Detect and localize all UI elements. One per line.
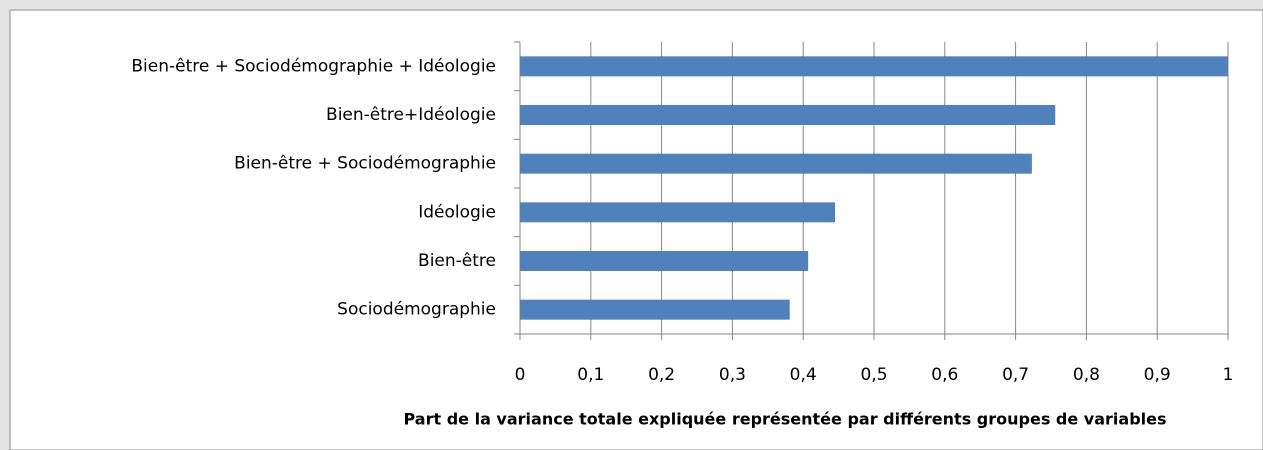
y-tick-label: Bien-être+Idéologie <box>326 105 496 125</box>
x-axis-title: Part de la variance totale expliquée rep… <box>404 410 1167 429</box>
x-tick-label: 1 <box>1223 365 1234 385</box>
x-tick-label: 0 <box>515 365 526 385</box>
x-tick-label: 0,7 <box>1002 365 1029 385</box>
bar <box>520 299 790 320</box>
x-tick-label: 0,8 <box>1073 365 1100 385</box>
x-tick-label: 0,9 <box>1144 365 1171 385</box>
y-tick-label: Idéologie <box>418 202 496 222</box>
bar <box>520 105 1056 125</box>
y-tick-label: Bien-être + Sociodémographie + Idéologie <box>131 56 496 76</box>
y-tick-label: Sociodémographie <box>337 300 496 320</box>
x-tick-label: 0,3 <box>719 365 746 385</box>
x-tick-label: 0,6 <box>931 365 958 385</box>
chart-panel <box>9 9 1263 450</box>
x-tick-label: 0,5 <box>860 365 887 385</box>
x-tick-label: 0,4 <box>790 365 817 385</box>
bar <box>520 153 1032 174</box>
bar <box>520 202 836 223</box>
x-tick-label: 0,2 <box>648 365 675 385</box>
bar <box>520 251 809 271</box>
x-tick-label: 0,1 <box>577 365 604 385</box>
y-tick-label: Bien-être <box>418 251 496 271</box>
y-tick-label: Bien-être + Sociodémographie <box>234 154 496 174</box>
bar <box>520 56 1228 77</box>
